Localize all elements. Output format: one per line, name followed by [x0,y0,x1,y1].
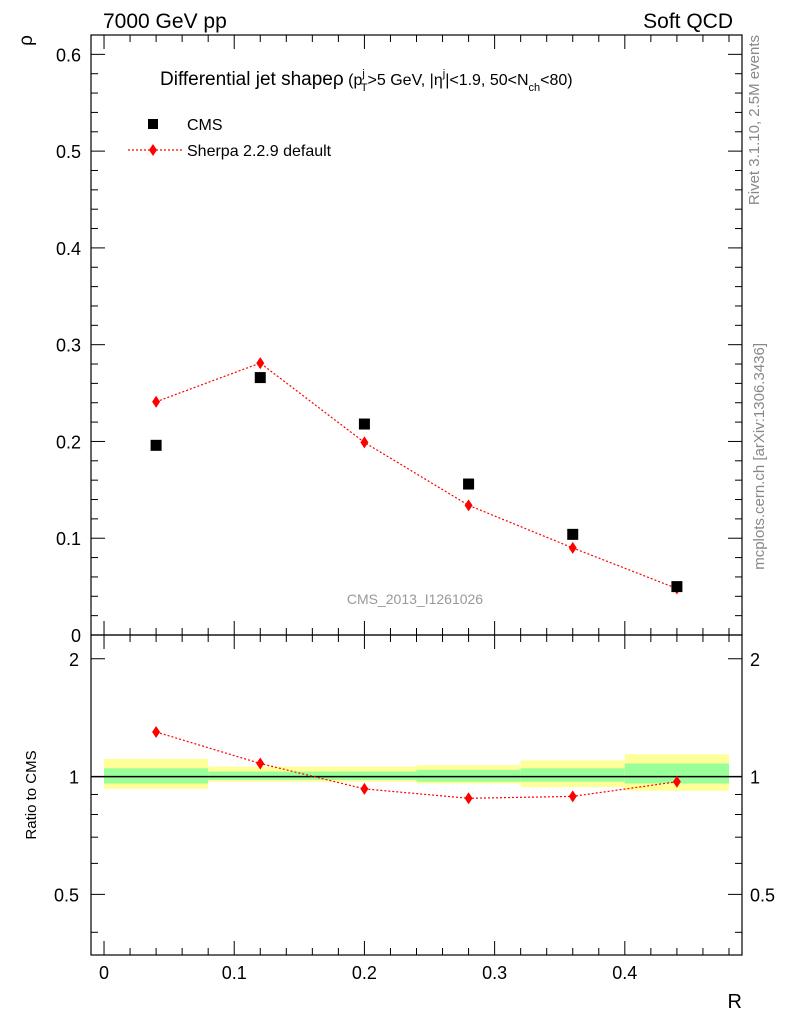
main-data-point [358,418,370,430]
main-data-point [671,581,683,593]
main-ytick-label: 0.4 [56,239,81,259]
ratio-mc-point [464,792,473,805]
main-ytick-label: 0.1 [56,529,81,549]
title-main: Differential jet shape [160,69,333,90]
main-mc-point [464,499,473,512]
main-data-point [254,372,266,384]
legend-mc-marker [149,144,157,156]
xtick-label: 0.4 [612,963,637,983]
band-inner-2 [312,771,417,780]
main-ytick-label: 0.5 [56,142,81,162]
main-mc-point [360,436,369,449]
ratio-uncertainty-bands [104,754,729,791]
ratio-ytick-label-right: 1 [750,768,760,788]
analysis-watermark: CMS_2013_I1261026 [347,591,483,607]
main-mc-point [152,395,161,408]
title-sup-j2: j [442,68,445,80]
xtick-label: 0.3 [482,963,507,983]
main-mc-point [568,541,577,554]
ratio-ylabel: Ratio to CMS [23,750,40,839]
ratio-ytick-label-left: 0.5 [54,885,79,905]
axis-ticks: 0 0.1 0.2 0.3 0.4 0 0.1 0.2 0.3 0.4 0.5 0.6 0.5 0.5 1 1… [54,34,775,983]
mcplots-label: mcplots.cern.ch [arXiv:1306.3436] [751,343,768,570]
ratio-ytick-label-left: 2 [69,650,79,670]
ratio-panel-frame [90,634,743,956]
title-sup-j1: j [361,68,364,80]
title-rho: ρ [333,69,344,90]
rivet-version-label: Rivet 3.1.10, 2.5M events [746,35,763,205]
main-data-series [150,372,683,593]
main-data-point [463,478,475,490]
band-inner-4 [520,768,625,782]
main-ytick-label: 0.2 [56,432,81,452]
header-left: 7000 GeV pp [103,10,227,33]
ratio-mc-series [152,725,681,805]
xtick-label: 0.2 [352,963,377,983]
ratio-ytick-label-right: 0.5 [750,885,775,905]
ratio-mc-point [256,757,265,770]
plot-title: Differential jet shapeρ (pj T>5 GeV, |ηj|… [160,68,573,94]
main-mc-series [152,357,681,595]
header-right: Soft QCD [643,10,733,33]
xtick-label: 0.1 [222,963,247,983]
ratio-mc-line [155,731,677,799]
main-mc-point [256,357,265,370]
band-inner-1 [208,771,313,780]
title-cond-mid2: |<1.9, 50<N [445,72,528,89]
xlabel: R [728,991,742,1013]
ratio-mc-point [672,775,681,788]
title-sub-ch: ch [529,82,541,94]
legend-mc-label: Sherpa 2.2.9 default [187,143,332,160]
legend-data-marker [148,119,158,129]
main-ylabel: ρ [16,35,37,46]
main-data-point [150,439,162,451]
main-ytick-label: 0.3 [56,336,81,356]
xtick-label: 0 [99,963,109,983]
ratio-mc-point [360,782,369,795]
title-sub-t: T [361,82,368,94]
ratio-ytick-label-left: 1 [69,768,79,788]
title-cond-open: (p [344,72,363,89]
ratio-mc-point [568,790,577,803]
main-ytick-label: 0 [71,626,81,646]
title-cond-close: <80) [540,72,572,89]
band-inner-5 [624,763,729,784]
main-mc-line [155,362,678,590]
legend-data-label: CMS [187,117,223,134]
title-cond-mid: >5 GeV, |η [368,72,443,89]
main-data-point [567,528,579,540]
ratio-ytick-label-right: 2 [750,650,760,670]
main-ytick-label: 0.6 [56,45,81,65]
ratio-mc-point [152,725,161,738]
